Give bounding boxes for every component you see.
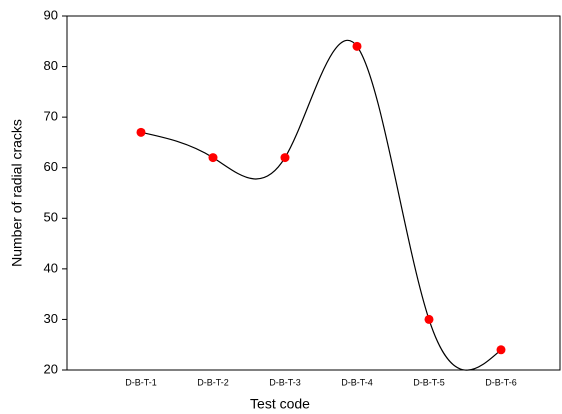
data-point — [208, 153, 218, 163]
data-line — [140, 39, 502, 371]
data-point — [424, 314, 434, 324]
data-point — [280, 153, 290, 163]
y-tick-label: 70 — [44, 109, 58, 124]
x-tick-label: D-B-T-1 — [125, 377, 157, 387]
y-tick-label: 20 — [44, 361, 58, 376]
data-point — [352, 41, 362, 51]
x-tick-label: D-B-T-5 — [413, 377, 445, 387]
x-tick-label: D-B-T-3 — [269, 377, 301, 387]
data-point — [496, 345, 506, 355]
plot-frame — [66, 15, 561, 371]
x-tick-label: D-B-T-6 — [485, 377, 517, 387]
y-tick-label: 90 — [44, 7, 58, 22]
y-tick-label: 50 — [44, 210, 58, 225]
y-axis-label: Number of radial cracks — [9, 119, 25, 267]
x-tick-label: D-B-T-4 — [341, 377, 373, 387]
x-axis-label: Test code — [250, 396, 310, 412]
data-point — [136, 127, 146, 137]
y-tick-label: 30 — [44, 311, 58, 326]
x-tick-label: D-B-T-2 — [197, 377, 229, 387]
y-tick-label: 40 — [44, 260, 58, 275]
y-tick-label: 80 — [44, 58, 58, 73]
y-tick-label: 60 — [44, 159, 58, 174]
